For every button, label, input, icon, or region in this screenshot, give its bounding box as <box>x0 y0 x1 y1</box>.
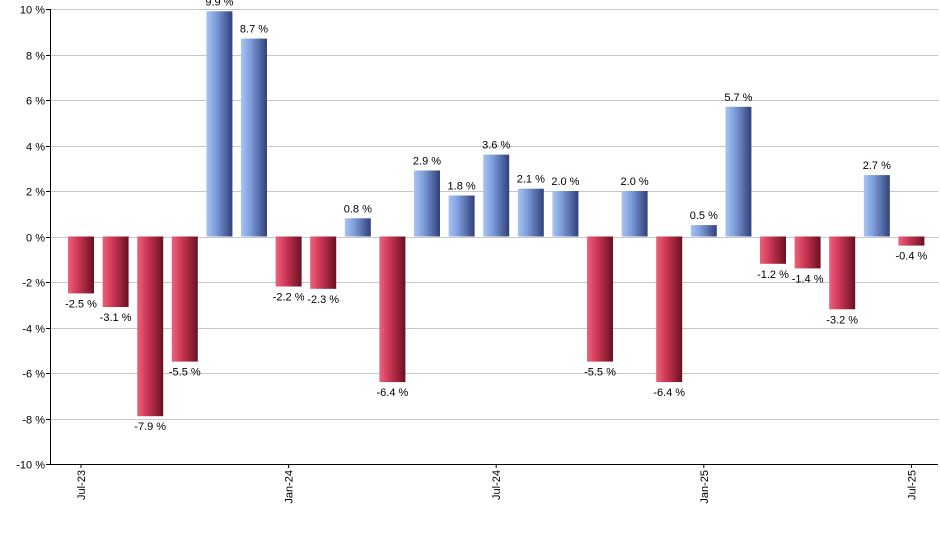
x-tick-label: Jul-25 <box>906 470 918 500</box>
data-label: 8.7 % <box>240 24 268 36</box>
bar-Jul-23 <box>68 236 94 294</box>
bar-Sep-24 <box>552 191 579 237</box>
y-tick-label: 2 % <box>26 187 45 199</box>
bar-Jul-25 <box>898 236 925 246</box>
data-label: -7.9 % <box>134 421 166 433</box>
bar-Jan-25 <box>690 225 717 237</box>
data-label: 5.7 % <box>724 92 752 104</box>
bars <box>68 11 925 417</box>
data-labels: -2.5 %-3.1 % -7.9 % -5.5 % 9.9 % 8.7 % -2.2 %… <box>65 0 927 433</box>
bar-Aug-23 <box>102 236 129 307</box>
x-tick-label: Jan-24 <box>284 470 296 504</box>
bar-May-25 <box>829 236 856 310</box>
data-label: 2.0 % <box>551 176 579 188</box>
x-axis: Jul-23 Jan-24 Jul-24 Jan-25 Jul-25 <box>76 464 918 504</box>
y-tick-label: -4 % <box>22 324 45 336</box>
bar-Oct-24 <box>587 236 613 362</box>
bar-Sep-23 <box>137 236 164 417</box>
bar-Nov-24 <box>621 191 648 237</box>
bar-Nov-23 <box>206 11 233 237</box>
data-label: -3.2 % <box>826 314 858 326</box>
bar-May-24 <box>414 170 440 237</box>
data-label: -5.5 % <box>169 367 201 379</box>
bar-Jun-24 <box>448 195 475 237</box>
y-tick-label: 0 % <box>26 233 45 245</box>
data-label: 2.1 % <box>517 174 545 186</box>
data-label: -6.4 % <box>653 387 685 399</box>
data-label: 2.0 % <box>621 176 649 188</box>
y-tick-label: 6 % <box>26 96 45 108</box>
bar-Jul-24 <box>483 154 510 237</box>
axes <box>50 9 938 465</box>
data-label: 1.8 % <box>448 181 476 193</box>
data-label: -2.5 % <box>65 298 97 310</box>
bar-Apr-25 <box>794 236 821 269</box>
bar-Feb-25 <box>725 106 752 237</box>
data-label: -3.1 % <box>100 312 132 324</box>
y-tick-label: 8 % <box>26 51 45 63</box>
bar-Dec-23 <box>241 38 267 237</box>
data-label: 0.5 % <box>690 210 718 222</box>
bar-Oct-23 <box>171 236 198 362</box>
data-label: 2.9 % <box>413 156 441 168</box>
bar-Apr-24 <box>379 236 406 383</box>
y-tick-label: -8 % <box>22 415 45 427</box>
bar-Dec-24 <box>656 236 683 383</box>
y-axis: -10 % -8 % -6 % -4 % -2 % 0 % 2 % 4 % 6 % 8 % 10 % <box>16 5 50 472</box>
x-tick-label: Jul-23 <box>76 470 88 500</box>
y-tick-label: -2 % <box>22 278 45 290</box>
bar-Mar-24 <box>344 218 371 237</box>
data-label: -2.3 % <box>307 294 339 306</box>
bar-Mar-25 <box>760 236 786 264</box>
x-tick-label: Jan-25 <box>699 470 711 504</box>
gridlines <box>50 9 938 465</box>
data-label: -2.2 % <box>273 292 305 304</box>
data-label: -5.5 % <box>584 367 616 379</box>
bar-Jan-24 <box>275 236 302 287</box>
bar-Aug-24 <box>517 188 544 237</box>
data-label: -0.4 % <box>896 251 928 263</box>
x-tick-label: Jul-24 <box>491 470 503 500</box>
y-tick-label: 4 % <box>26 142 45 154</box>
y-tick-label: -6 % <box>22 369 45 381</box>
data-label: 3.6 % <box>482 140 510 152</box>
y-tick-label: 10 % <box>20 5 45 17</box>
y-tick-label: -10 % <box>16 460 45 472</box>
data-label: -1.2 % <box>757 269 789 281</box>
bar-Feb-24 <box>310 236 337 289</box>
data-label: 2.7 % <box>863 160 891 172</box>
data-label: -1.4 % <box>792 273 824 285</box>
bar-Jun-25 <box>863 175 890 237</box>
data-label: -6.4 % <box>377 387 409 399</box>
data-label: 0.8 % <box>344 203 372 215</box>
data-label: 9.9 % <box>205 0 233 8</box>
